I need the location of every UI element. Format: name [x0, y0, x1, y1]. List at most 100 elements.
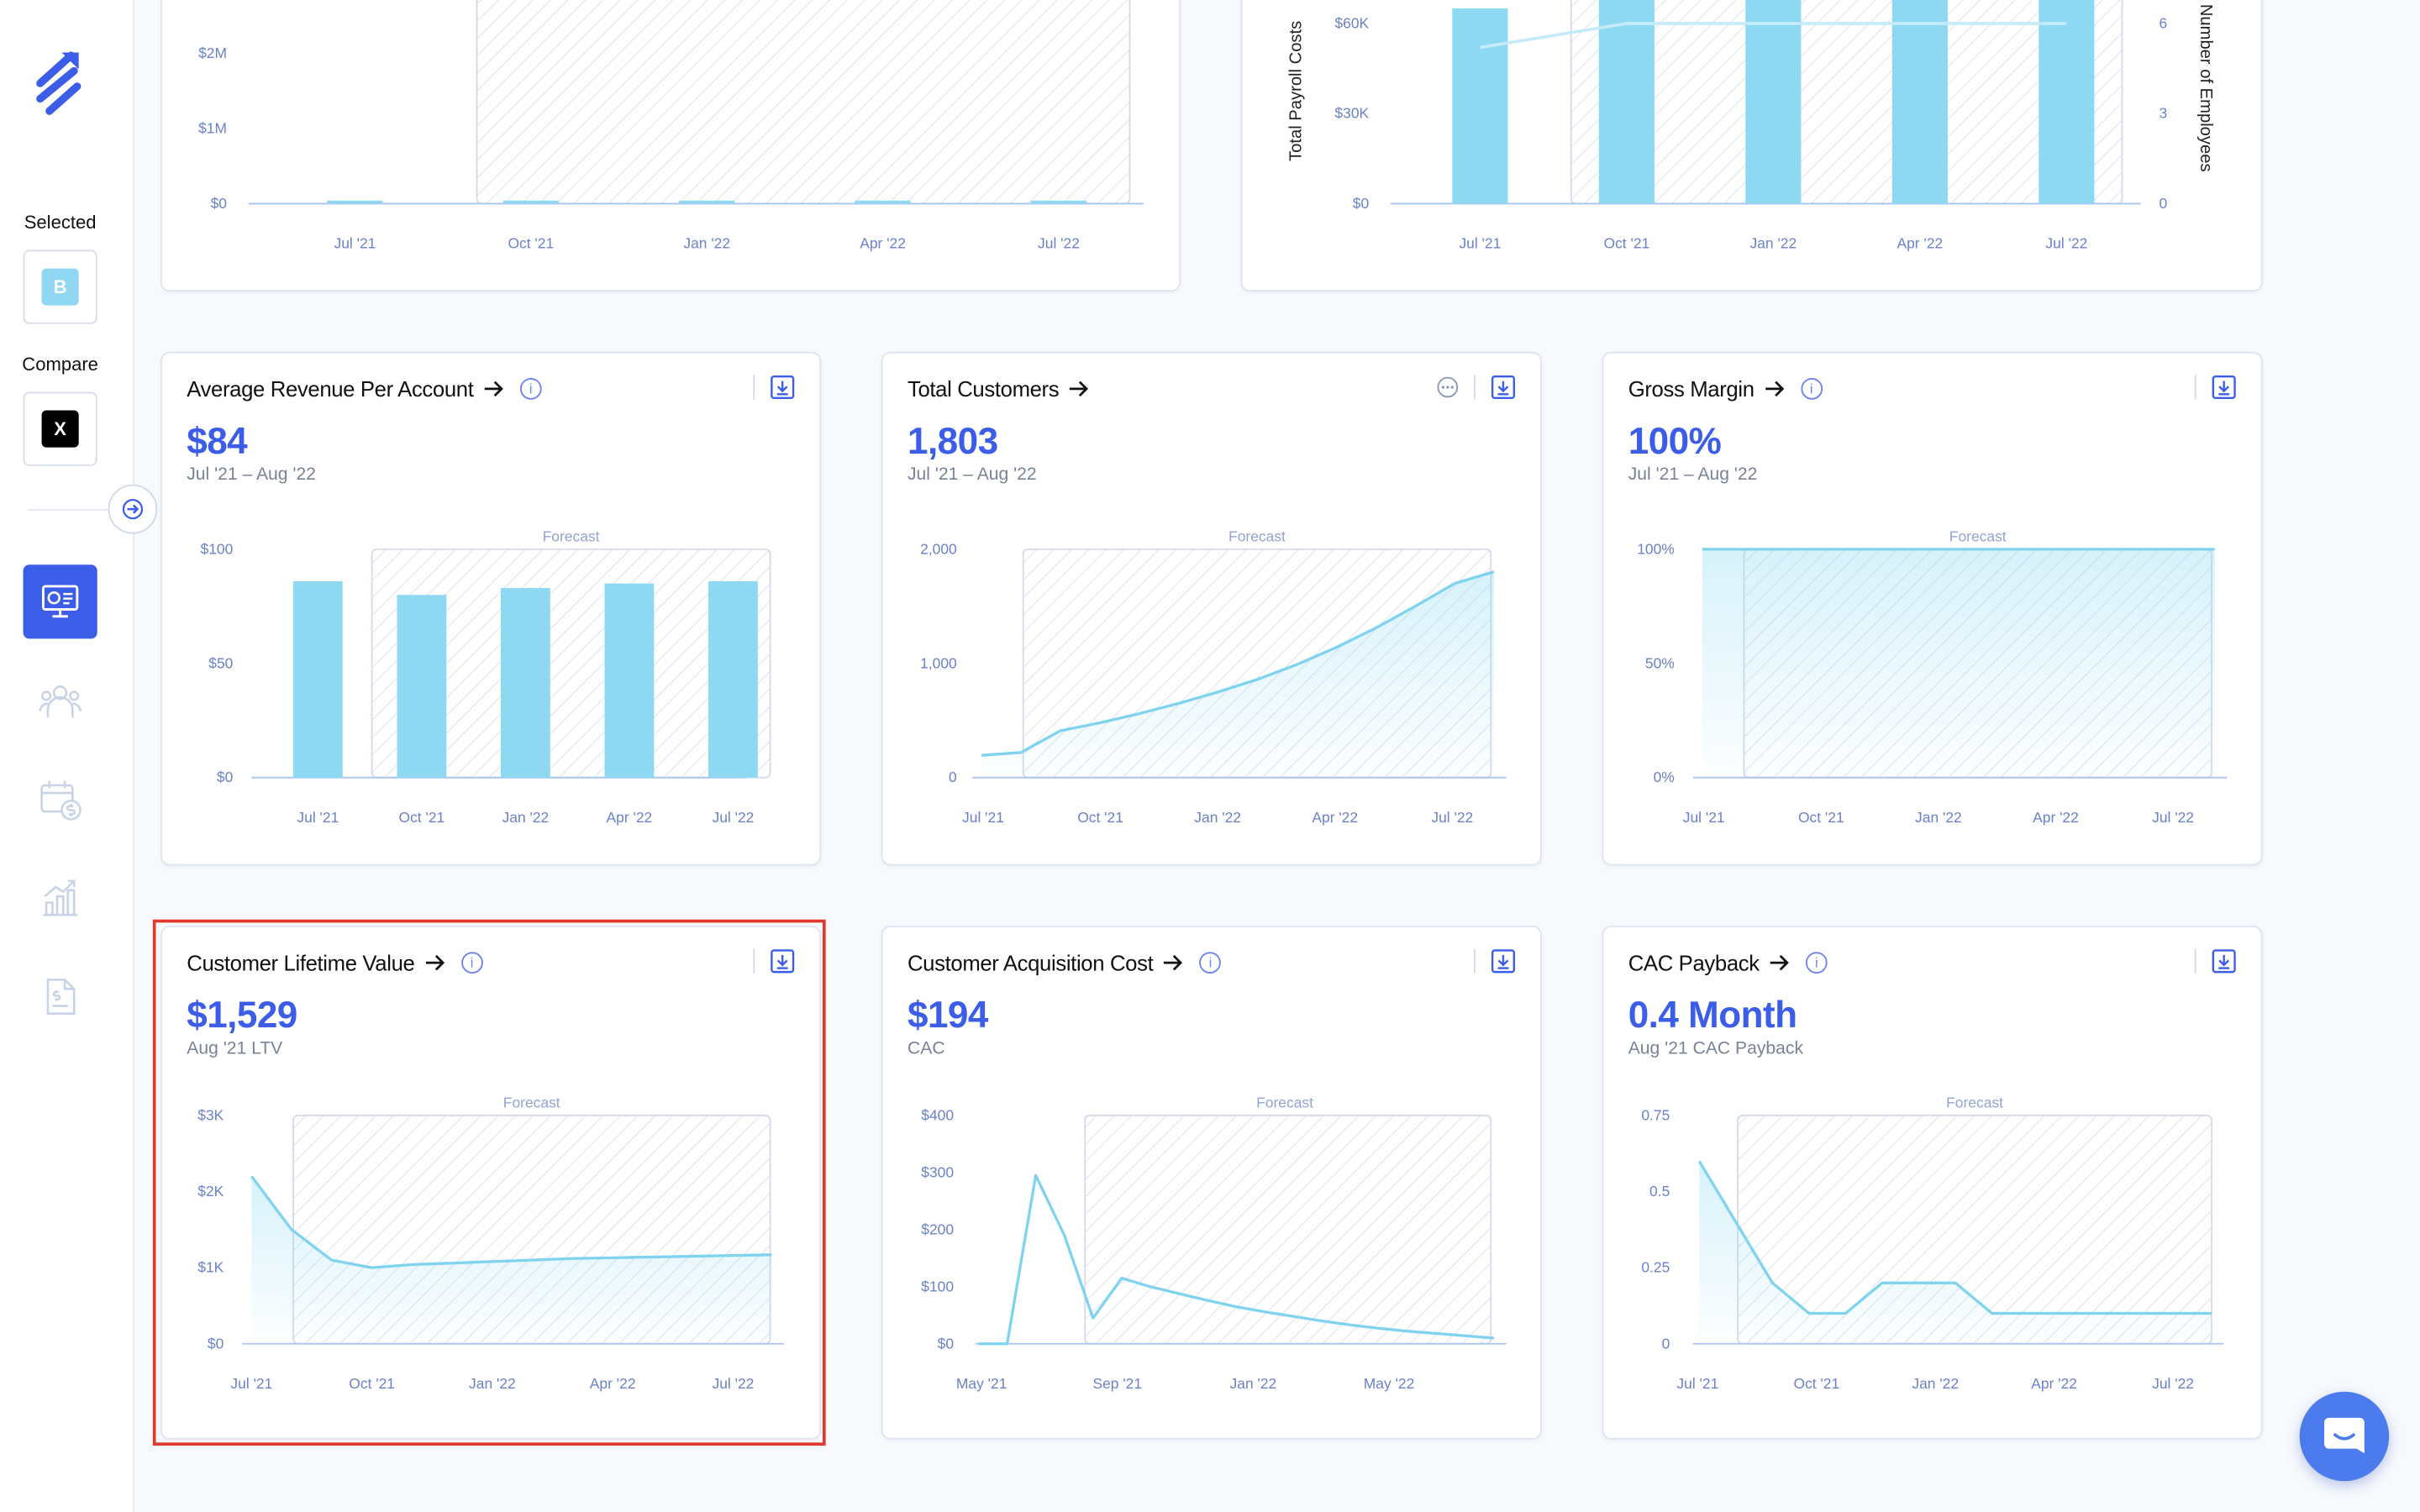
download-icon[interactable]	[1491, 375, 1515, 400]
download-icon[interactable]	[771, 375, 795, 400]
x-tick-label: Jul '22	[712, 809, 754, 826]
ltv-chart: Forecast $0 $1K $2K $3K Jul '21 Oct '21 Jan '22…	[197, 1095, 785, 1392]
y2-tick-label: 0	[2160, 195, 2168, 212]
arpa-chart: Forecast $0 $50 $100 Jul '21 Oct '21 Jan '22 Ap…	[201, 528, 771, 826]
y-tick-label: 0%	[1654, 769, 1675, 785]
arrow-right-icon	[122, 498, 144, 520]
forecast-label: Forecast	[1946, 1095, 2003, 1111]
selection-highlight	[152, 919, 826, 1446]
y-tick-label: $3K	[197, 1106, 224, 1123]
x-tick-label: Jul '21	[297, 809, 339, 826]
revenue-chart: $0 $1M $2M Jul '21 Oct '21 Jan '22 Apr '22 Jul …	[198, 0, 1144, 252]
y-tick-label: $1M	[198, 120, 227, 137]
nav-reports[interactable]	[24, 861, 97, 935]
card-value: 100%	[1628, 421, 1722, 464]
download-icon[interactable]	[2212, 375, 2236, 400]
compare-company-button[interactable]: X	[23, 391, 97, 466]
x-tick-label: Jan '22	[1750, 235, 1797, 252]
selected-company-button[interactable]: B	[23, 249, 97, 324]
bar	[502, 200, 559, 204]
selected-label: Selected	[24, 211, 97, 234]
y-tick-label: $60K	[1334, 14, 1369, 31]
download-icon[interactable]	[771, 949, 795, 974]
sidebar: Selected B Compare X	[0, 0, 134, 1512]
expand-sidebar-button[interactable]	[108, 484, 158, 534]
y2-axis-title: Number of Employees	[2196, 4, 2215, 172]
y-tick-label: 0	[949, 769, 957, 785]
more-options-icon[interactable]	[1437, 376, 1459, 398]
bar	[604, 583, 655, 778]
card-subtitle: Jul '21 – Aug '22	[1628, 465, 1758, 485]
x-tick-label: Oct '21	[1793, 1375, 1839, 1392]
info-icon[interactable]: i	[1805, 952, 1828, 974]
x-tick-label: Jan '22	[502, 809, 550, 826]
bar	[855, 200, 911, 204]
card-value: $1,529	[187, 995, 297, 1037]
card-title-link[interactable]: CAC Payback i	[1628, 949, 1828, 977]
x-tick-label: Jul '22	[1431, 809, 1473, 826]
bar	[1030, 200, 1087, 204]
bar	[708, 580, 758, 778]
y-tick-label: $0	[217, 769, 234, 785]
card-subtitle: Aug '21 LTV	[187, 1039, 283, 1058]
info-icon[interactable]: i	[460, 952, 483, 974]
y-tick-label: $100	[201, 540, 234, 557]
y-tick-label: $100	[921, 1278, 954, 1294]
x-tick-label: Apr '22	[2031, 1375, 2077, 1392]
forecast-label: Forecast	[1256, 1095, 1313, 1111]
card-toolbar	[1474, 948, 1516, 974]
y-tick-label: $2M	[198, 45, 227, 61]
arrow-right-icon	[1164, 954, 1183, 971]
x-tick-label: Apr '22	[860, 235, 906, 252]
card-toolbar	[2194, 375, 2237, 400]
app-logo-icon[interactable]	[28, 50, 89, 123]
y-tick-label: 0.5	[1649, 1183, 1670, 1200]
bar	[679, 200, 735, 204]
y-tick-label: 2,000	[920, 540, 957, 557]
y-tick-label: $400	[921, 1106, 954, 1123]
nav-dashboard[interactable]	[23, 564, 97, 639]
download-icon[interactable]	[1491, 949, 1515, 974]
x-tick-label: Jul '21	[1683, 809, 1725, 826]
card-title-link[interactable]: Total Customers	[908, 375, 1090, 402]
x-tick-label: Apr '22	[607, 809, 653, 826]
x-tick-label: Apr '22	[2033, 809, 2079, 826]
info-icon[interactable]: i	[1800, 377, 1823, 400]
card-toolbar	[753, 375, 795, 400]
forecast-label: Forecast	[543, 528, 600, 545]
series-area	[981, 571, 1494, 778]
y-tick-label: 100%	[1637, 540, 1675, 557]
chat-launcher-button[interactable]	[2299, 1391, 2390, 1482]
y-tick-label: $0	[208, 1335, 224, 1352]
card-subtitle: Jul '21 – Aug '22	[187, 465, 316, 485]
info-icon[interactable]: i	[1199, 952, 1222, 974]
download-icon[interactable]	[2212, 949, 2236, 974]
x-tick-label: Jul '21	[334, 235, 376, 252]
y-tick-label: $50	[208, 654, 233, 671]
info-icon[interactable]: i	[519, 377, 542, 400]
card-title-link[interactable]: Average Revenue Per Account i	[187, 375, 542, 402]
x-tick-label: Jul '22	[712, 1375, 754, 1392]
card-title-link[interactable]: Customer Acquisition Cost i	[908, 949, 1222, 977]
y-tick-label: 50%	[1645, 654, 1675, 671]
y-tick-label: $2K	[197, 1183, 224, 1200]
nav-payroll[interactable]	[24, 762, 97, 836]
x-tick-label: Jan '22	[469, 1375, 516, 1392]
toolbar-divider	[753, 948, 755, 974]
card-title-link[interactable]: Gross Margin i	[1628, 375, 1823, 402]
calendar-dollar-icon	[40, 780, 82, 821]
bar-chart-icon	[43, 879, 77, 916]
toolbar-divider	[2194, 375, 2196, 400]
x-tick-label: Oct '21	[508, 235, 554, 252]
card-title-link[interactable]: Customer Lifetime Value i	[187, 949, 483, 977]
x-tick-label: May '22	[1364, 1375, 1415, 1392]
arpa-card: Average Revenue Per Account i $84 Jul '21 –…	[160, 351, 822, 866]
nav-documents[interactable]	[24, 959, 97, 1033]
cac-payback-chart: Forecast 0 0.25 0.5 0.75 Jul '21 Oct '21 Jan '2…	[1641, 1095, 2224, 1392]
bar	[1598, 0, 1655, 204]
payroll-card: $0 $30K $60K 0 3 6 Total Payroll Costs Number o…	[1240, 0, 2263, 292]
nav-team[interactable]	[24, 664, 97, 738]
toolbar-divider	[1474, 375, 1476, 400]
card-title: Average Revenue Per Account	[187, 376, 474, 402]
y-axis-title: Total Payroll Costs	[1286, 21, 1305, 161]
